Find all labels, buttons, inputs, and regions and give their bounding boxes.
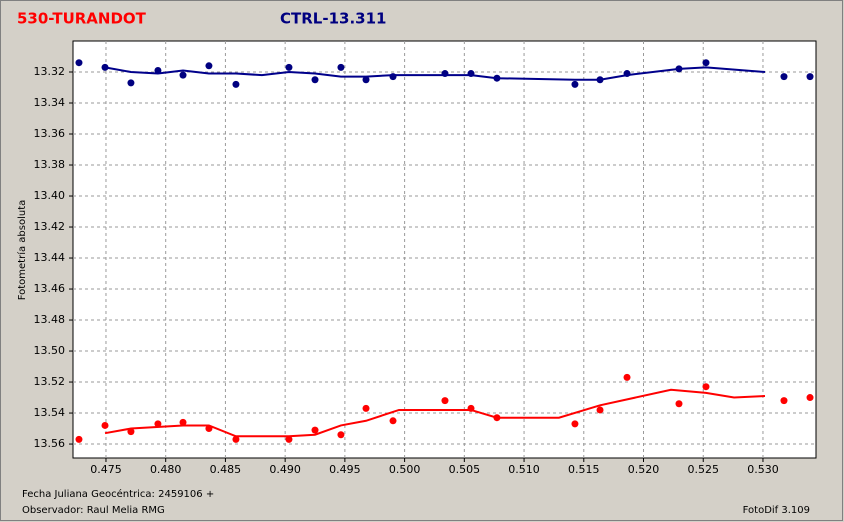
data-point [232,80,240,88]
data-point [285,435,293,443]
data-point [337,63,345,71]
fit-line [104,388,766,438]
data-point [285,63,293,71]
series-title: 530-TURANDOT [17,10,147,28]
data-point [75,59,83,67]
data-point [806,73,814,81]
y-tick-label: 13.34 [34,96,66,109]
data-point [179,71,187,79]
series-title: CTRL-13.311 [280,10,386,28]
data-point [311,76,319,84]
footer-text: Fecha Juliana Geocéntrica: 2459106 + [22,488,214,500]
data-point [337,431,345,439]
fit-line [104,66,766,81]
data-point [101,421,109,429]
y-tick-label: 13.56 [34,437,66,450]
x-tick-label: 0.515 [568,463,600,476]
y-tick-label: 13.40 [34,189,66,202]
data-point [127,428,135,436]
x-tick-label: 0.495 [329,463,361,476]
data-point [389,417,397,425]
y-tick-label: 13.52 [34,375,66,388]
y-tick-label: 13.44 [34,251,66,264]
data-point [806,394,814,402]
y-tick-label: 13.50 [34,344,66,357]
data-point [154,420,162,428]
x-tick-label: 0.520 [628,463,660,476]
y-tick-label: 13.32 [34,65,66,78]
footer-text: Observador: Raul Melia RMG [22,505,165,516]
y-tick-label: 13.42 [34,220,66,233]
plot-area [72,40,817,459]
data-point [205,62,213,70]
data-point [596,406,604,414]
y-tick-label: 13.48 [34,313,66,326]
x-tick-label: 0.485 [210,463,242,476]
data-point [154,66,162,74]
data-point [362,76,370,84]
y-tick-label: 13.46 [34,282,66,295]
data-point [780,397,788,405]
x-tick-label: 0.525 [687,463,719,476]
footer-text: FotoDif 3.109 [743,505,810,516]
y-axis-label: Fotometría absoluta [16,200,28,301]
x-tick-label: 0.500 [389,463,421,476]
data-point [127,79,135,87]
data-point [623,373,631,381]
data-point [232,435,240,443]
x-tick-label: 0.510 [508,463,540,476]
data-point [571,80,579,88]
x-tick-label: 0.505 [449,463,481,476]
data-point [702,383,710,391]
data-point [702,59,710,67]
data-point [362,404,370,412]
y-tick-label: 13.54 [34,406,66,419]
data-point [75,435,83,443]
data-point [441,397,449,405]
data-point [780,73,788,81]
x-tick-label: 0.475 [90,463,122,476]
data-point [311,426,319,434]
data-point [571,420,579,428]
x-tick-label: 0.530 [747,463,779,476]
x-tick-label: 0.480 [150,463,182,476]
data-point [179,418,187,426]
x-tick-label: 0.490 [269,463,301,476]
y-tick-label: 13.38 [34,158,66,171]
data-point [675,400,683,408]
y-tick-label: 13.36 [34,127,66,140]
